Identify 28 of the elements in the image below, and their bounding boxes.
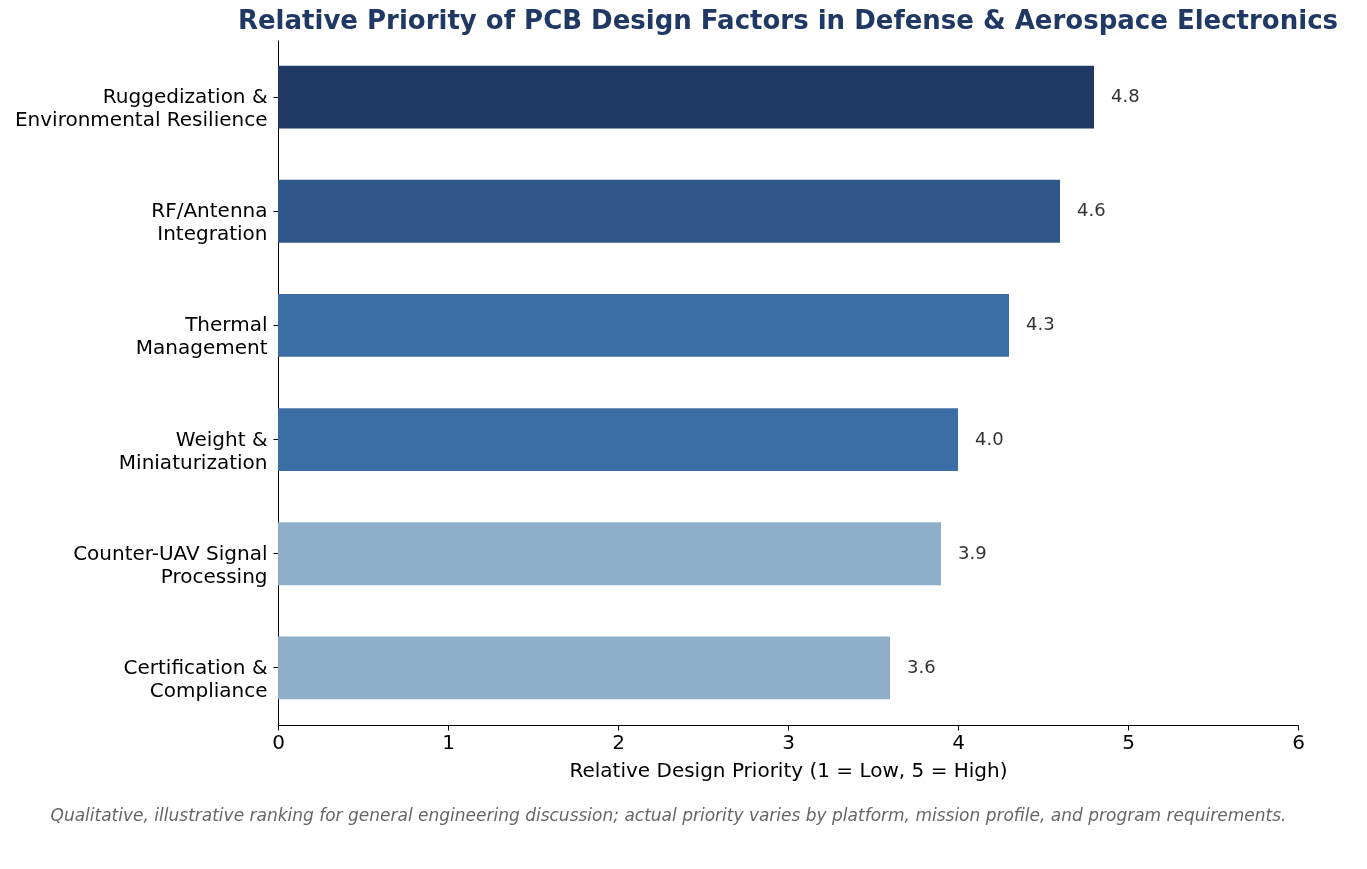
- x-tick-label: 0: [272, 729, 285, 754]
- data-label: 4.0: [975, 427, 1004, 449]
- chart-title: Relative Priority of PCB Design Factors in Defense & Aerospace Electronics: [237, 5, 1339, 35]
- x-tick-label: 6: [1292, 729, 1305, 754]
- x-tick-label: 1: [442, 729, 455, 754]
- bar: [278, 636, 890, 700]
- data-label: 3.9: [958, 541, 987, 563]
- y-tick-label: Ruggedization & Environmental Resilience: [14, 84, 268, 132]
- y-tick-label: Weight & Miniaturization: [118, 426, 268, 474]
- bar: [278, 179, 1060, 243]
- text: Qualitative, illustrative ranking for general engineering discussion; actual priority varies by platform, mission profile, and program requirements.: [49, 805, 1288, 825]
- y-tick-label: Certification & Compliance: [123, 654, 268, 702]
- bar: [278, 65, 1094, 129]
- x-tick-label: 4: [952, 729, 965, 754]
- bar: [278, 522, 941, 586]
- x-tick-label: 2: [612, 729, 625, 754]
- y-tick-label: Counter-UAV Signal Processing: [73, 540, 268, 588]
- bar: [278, 294, 1009, 357]
- x-axis-title: Relative Design Priority (1 = Low, 5 = High): [569, 757, 1008, 782]
- data-label: 4.8: [1111, 85, 1140, 107]
- data-label: 3.6: [907, 655, 936, 677]
- bar: [278, 408, 958, 471]
- y-tick-label: RF/Antenna Integration: [151, 198, 268, 246]
- data-label: 4.3: [1026, 313, 1055, 335]
- x-tick-label: 5: [1122, 729, 1135, 754]
- data-label: 4.6: [1077, 199, 1106, 221]
- x-tick-label: 3: [782, 729, 795, 754]
- y-tick-label: Thermal Management: [135, 312, 268, 360]
